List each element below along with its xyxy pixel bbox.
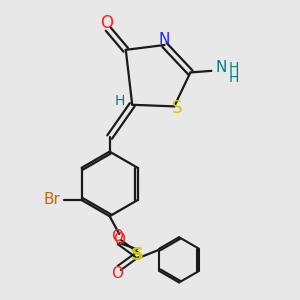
Text: S: S (131, 246, 144, 264)
Text: O: O (100, 14, 113, 32)
Text: H: H (228, 61, 239, 75)
Text: O: O (111, 229, 123, 244)
Text: N: N (159, 32, 170, 47)
Text: S: S (172, 99, 182, 117)
Text: O: O (113, 232, 125, 247)
Text: O: O (111, 266, 123, 281)
Text: N: N (215, 60, 227, 75)
Text: H: H (115, 94, 125, 108)
Text: Br: Br (44, 192, 61, 207)
Text: H: H (228, 71, 239, 85)
